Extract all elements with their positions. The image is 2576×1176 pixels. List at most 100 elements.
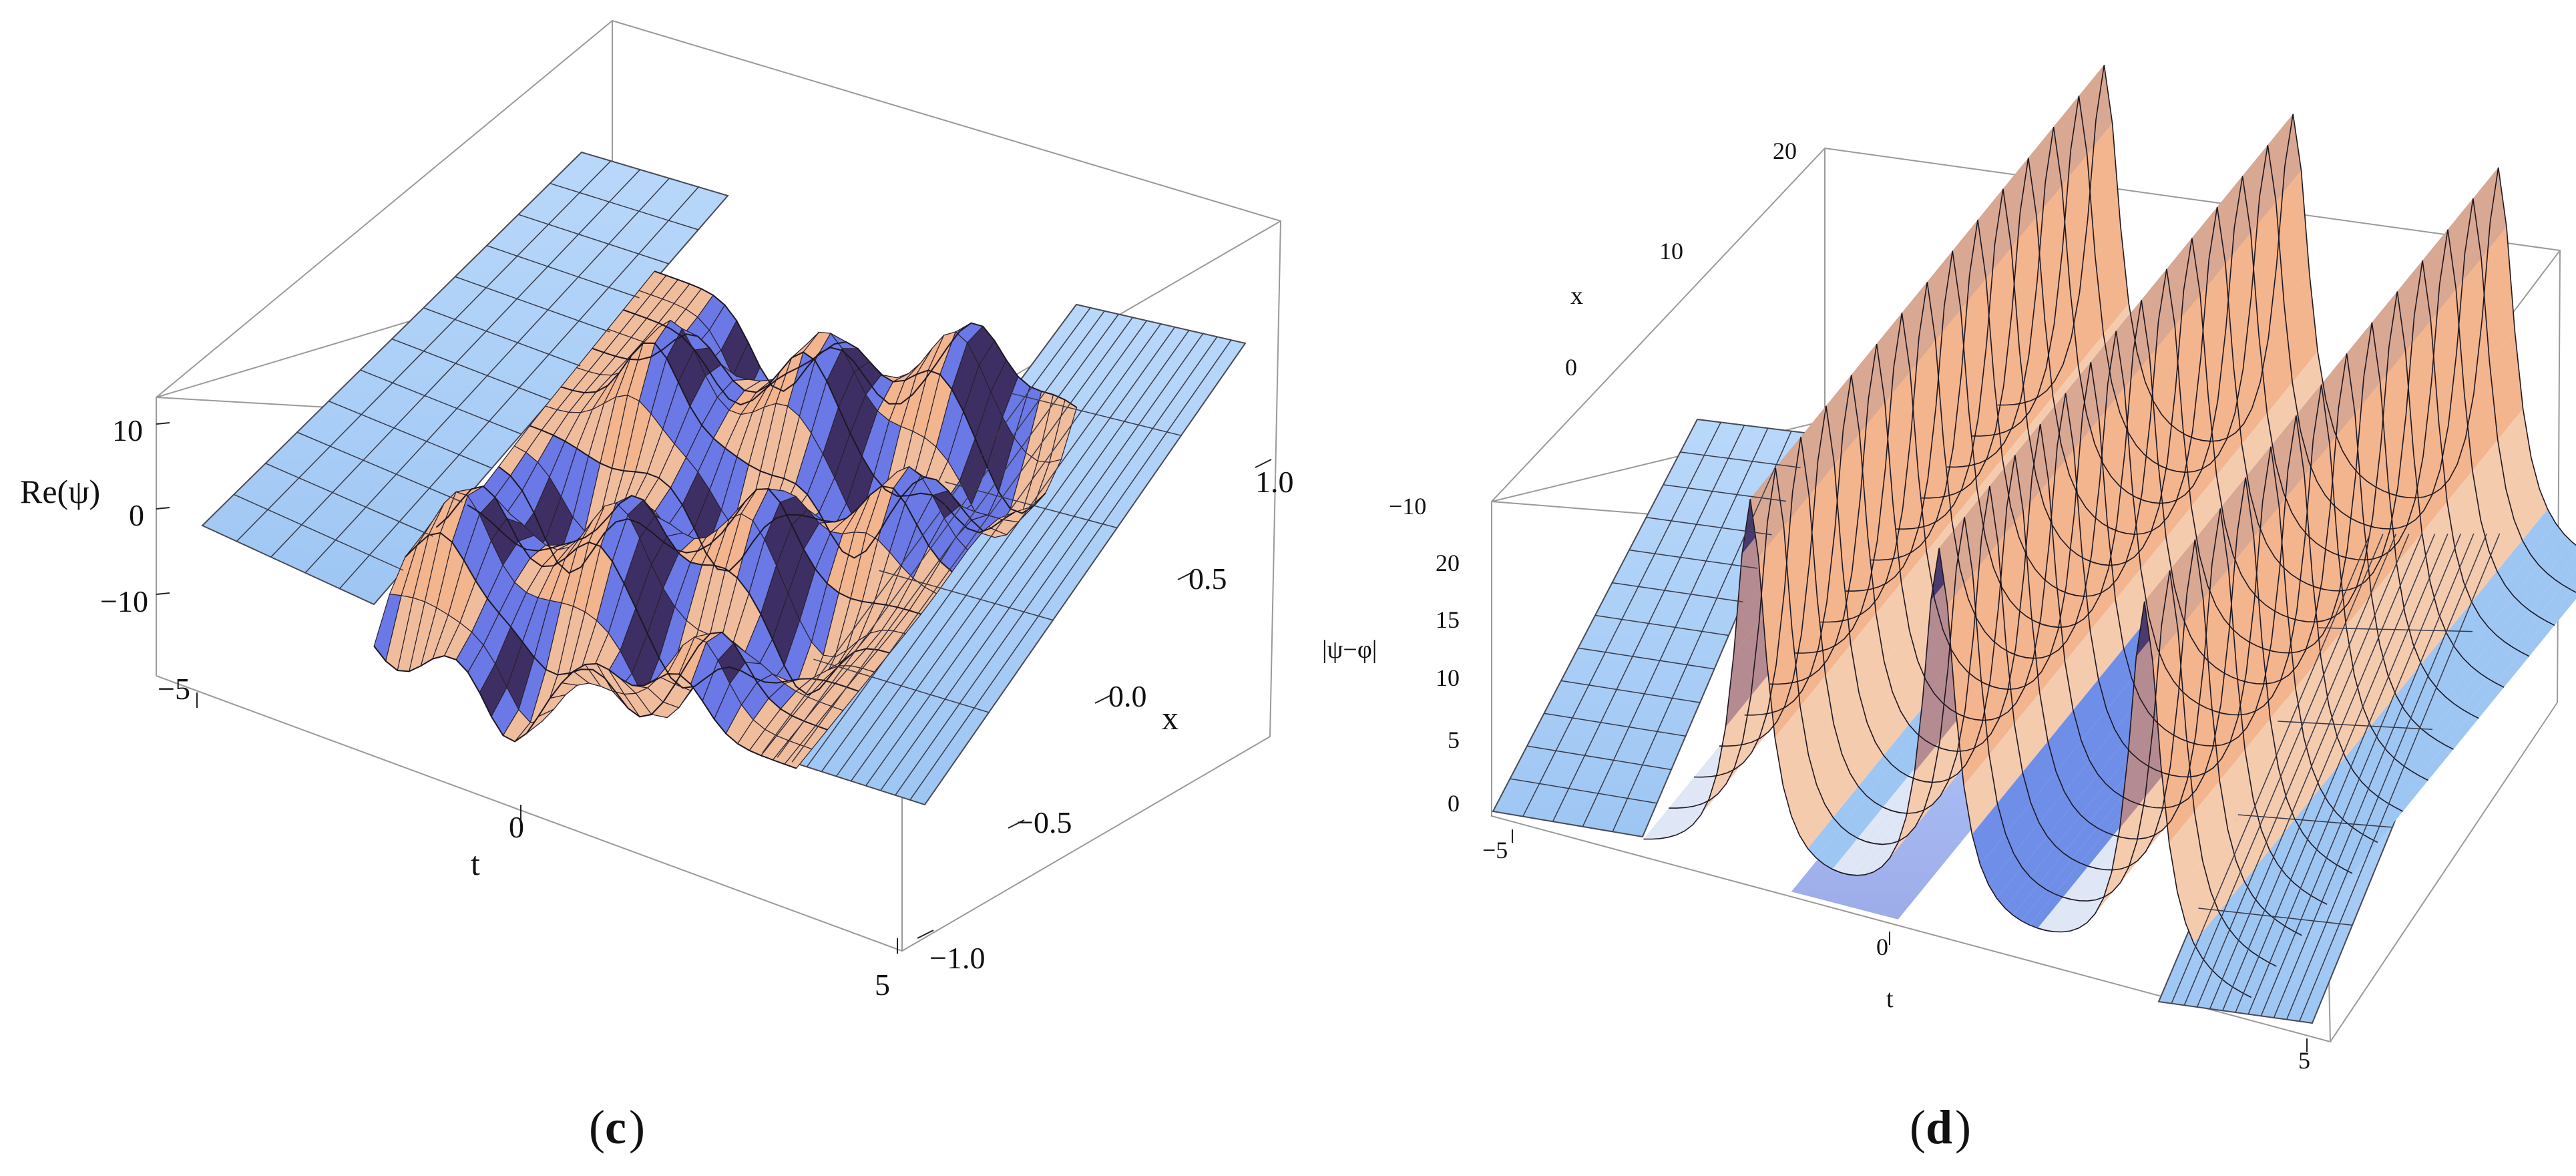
panel-d-surface-patch: [1848, 843, 1883, 875]
panel-c-mesh-line: [405, 532, 828, 731]
panel-d-floor-grid-line: [1526, 745, 1672, 771]
panel-d-mesh-line: [1669, 467, 1883, 845]
panel-d-caption-letter: d: [1926, 1101, 1952, 1154]
panel-d-surface-patch: [2456, 258, 2490, 393]
panel-c-plane-grid-line: [518, 214, 669, 264]
panel-d-surface-patch: [2396, 532, 2430, 613]
panel-d-surface-patch: [2321, 353, 2355, 445]
panel-d-surface-patch: [1978, 188, 2012, 278]
panel-d-surface-patch: [2454, 672, 2488, 710]
panel-c-mesh-line: [592, 333, 1015, 534]
panel-c: 10 0 −10 Re(ψ) −5 0 5 t −1.0 −0.5 0.0 0.…: [20, 19, 1294, 1154]
panel-d-surface-patch: [2463, 550, 2497, 602]
panel-d-floor-grid-line: [2222, 534, 2422, 1011]
panel-c-plane-grid-line: [821, 320, 1148, 772]
panel-d-surface-patch: [2489, 520, 2523, 572]
panel-d-surface-patch: [2014, 692, 2048, 773]
panel-d-floor-grid-line: [2247, 534, 2448, 1014]
panel-d-surface-patch: [2370, 759, 2404, 797]
panel-d-surface-patch: [2380, 351, 2414, 486]
panel-d-surface-patch: [2361, 802, 2395, 839]
panel-d-floor-grid-line: [1680, 451, 1801, 468]
panel-d-surface-patch: [2217, 176, 2251, 264]
panel-d-mesh-line: [2063, 570, 2277, 967]
panel-d-surface-patch: [2103, 841, 2137, 899]
panel-d-surface-patch: [2090, 599, 2124, 680]
panel-d-surface-patch: [1883, 724, 1918, 765]
panel-c-plane-grid-line: [234, 494, 404, 571]
panel-d-surface-patch: [1884, 371, 1919, 506]
panel-c-t-tick-neg5: −5: [158, 672, 190, 706]
panel-d-surface-patch: [1808, 723, 1842, 785]
panel-d-surface-patch: [2236, 640, 2271, 750]
panel-d-surface-patch: [2497, 540, 2531, 586]
panel-d-surface-patch: [2005, 803, 2039, 854]
panel-c-z-axis: 10 0 −10 Re(ψ): [20, 413, 170, 618]
panel-d-surface-patch: [2464, 361, 2498, 471]
panel-d-mesh-line: [1997, 65, 2211, 442]
panel-d-surface-patch: [2278, 833, 2312, 875]
panel-d-surface-patch: [1668, 803, 1702, 837]
panel-d-surface-patch: [2270, 819, 2304, 865]
panel-d: 20 15 10 5 0 |ψ−φ| 20 10 0 −10 x −5 0 5 …: [1322, 65, 2576, 1154]
panel-d-surface-patch: [2057, 552, 2091, 662]
panel-d-surface-patch: [2319, 821, 2353, 859]
panel-d-surface-patch: [2095, 226, 2129, 335]
panel-c-plane-grid-line: [865, 330, 1190, 787]
panel-d-surface-patch: [2312, 737, 2346, 789]
panel-d-surface-patch: [2446, 666, 2480, 704]
panel-d-surface-patch: [2030, 771, 2065, 823]
panel-d-surface-patch: [1676, 800, 1710, 835]
panel-c-plane-grid-line: [304, 178, 670, 574]
panel-d-surface-patch: [1775, 706, 1809, 786]
panel-c-plane-grid-line: [813, 658, 990, 713]
panel-d-surface-patch: [1955, 676, 1989, 786]
panel-c-plane-grid-line: [265, 463, 433, 537]
panel-d-surface-patch: [1694, 746, 1728, 777]
panel-d-floor-grid-line: [2317, 627, 2473, 632]
panel-d-surface-patch: [2120, 836, 2154, 883]
panel-d-floor-grid-line: [1552, 425, 1745, 822]
panel-d-surface-patch: [2022, 741, 2057, 803]
panel-d-surface-patch: [2080, 831, 2114, 867]
panel-d-t-tick-0: 0: [1876, 934, 1888, 960]
panel-c-plane-grid-line: [270, 169, 641, 558]
panel-d-surface-patch: [1972, 542, 2006, 677]
panel-d-surface-patch: [1857, 843, 1891, 875]
panel-d-surface-patch: [1859, 662, 1893, 723]
panel-d-mesh-line: [1896, 188, 2110, 566]
panel-d-surface-patch: [2328, 771, 2362, 813]
panel-d-surface-patch: [1799, 804, 1834, 849]
svg-text:(: (: [1910, 1101, 1926, 1154]
panel-d-surface-patch: [2397, 260, 2431, 351]
panel-d-surface-patch: [2279, 475, 2313, 610]
panel-d-surface-patch: [1800, 675, 1834, 755]
panel-d-surface-patch: [2244, 850, 2278, 896]
panel-d-surface-patch: [2372, 291, 2406, 383]
panel-d-surface-patch: [2055, 863, 2089, 898]
panel-d-z-axis: 20 15 10 5 0 |ψ−φ|: [1322, 550, 1460, 817]
panel-d-surface-patch: [2082, 522, 2116, 631]
panel-d-surface-patch: [2053, 95, 2087, 186]
panel-d-mesh-line: [1882, 485, 2097, 869]
panel-d-surface-patch: [2013, 822, 2048, 867]
panel-d-surface-patch: [2071, 827, 2106, 863]
panel-c-x-label: x: [1162, 699, 1178, 737]
panel-d-surface-patch: [1874, 771, 1908, 807]
panel-d-surface-patch: [1931, 710, 1966, 786]
panel-d-surface-patch: [1775, 437, 1809, 527]
panel-c-x-tick-neg05: −0.5: [1016, 805, 1072, 839]
panel-d-mesh: [1510, 65, 2576, 1022]
panel-d-surface-patch: [2106, 678, 2141, 730]
panel-d-surface-patch: [1826, 375, 1860, 465]
panel-d-floor-grid-line: [2278, 721, 2433, 730]
panel-d-surface-patch: [1865, 841, 1899, 875]
panel-d-surface-patch: [2378, 709, 2412, 751]
panel-d-mesh-line: [2290, 291, 2505, 688]
panel-d-surface-patch: [2064, 760, 2098, 805]
panel-d-surface-patch: [2175, 294, 2209, 429]
panel-d-surface-patch: [1927, 250, 1961, 341]
panel-d-surface-patch: [2403, 735, 2437, 772]
panel-d-surface-patch: [2099, 387, 2133, 522]
panel-d-mesh-line: [2315, 260, 2530, 657]
